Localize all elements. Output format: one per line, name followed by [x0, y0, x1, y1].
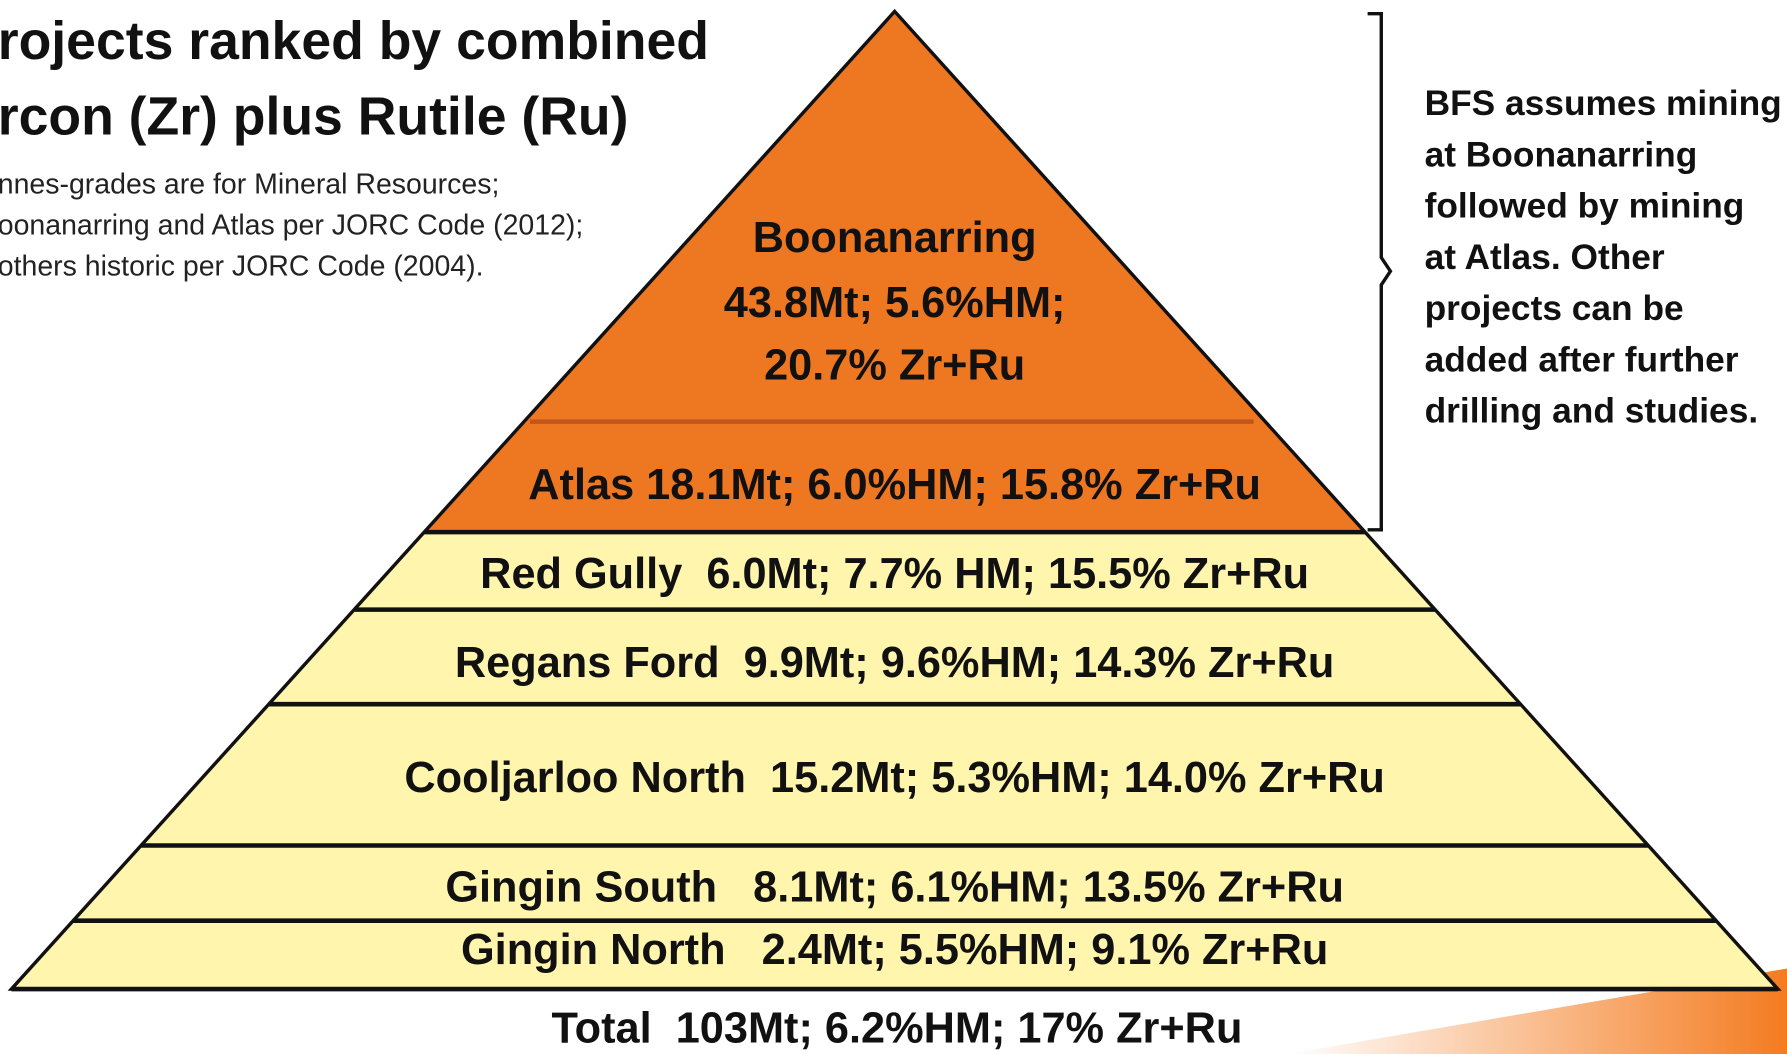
top-label: 20.7% Zr+Ru: [764, 341, 1025, 389]
layer-label: Gingin South 8.1Mt; 6.1%HM; 13.5% Zr+Ru: [445, 863, 1344, 911]
layer-label: Regans Ford 9.9Mt; 9.6%HM; 14.3% Zr+Ru: [455, 639, 1334, 687]
title-line: rcon (Zr) plus Rutile (Ru): [0, 87, 628, 146]
subtitle-line: oonanarring and Atlas per JORC Code (201…: [0, 210, 583, 242]
note-line: at Boonanarring: [1425, 135, 1698, 174]
layer-lines: [11, 529, 1778, 992]
layer-label: Red Gully 6.0Mt; 7.7% HM; 15.5% Zr+Ru: [480, 550, 1309, 598]
title-line: rojects ranked by combined: [0, 12, 709, 71]
note-line: drilling and studies.: [1425, 392, 1759, 431]
subtitle-line: nnes-grades are for Mineral Resources;: [0, 169, 499, 201]
top-label: 43.8Mt; 5.6%HM;: [724, 279, 1066, 327]
total-label: Total 103Mt; 6.2%HM; 17% Zr+Ru: [551, 1005, 1242, 1053]
top-label: Boonanarring: [753, 214, 1037, 262]
note-line: projects can be: [1425, 289, 1684, 328]
note-line: BFS assumes mining: [1425, 84, 1782, 123]
layer-label: Cooljarloo North 15.2Mt; 5.3%HM; 14.0% Z…: [404, 754, 1384, 802]
note-line: followed by mining: [1425, 187, 1745, 226]
layer-label: Gingin North 2.4Mt; 5.5%HM; 9.1% Zr+Ru: [461, 926, 1328, 974]
texts: rojects ranked by combined rcon (Zr) plus…: [0, 12, 1782, 1052]
note-line: added after further: [1425, 340, 1739, 379]
bracket: [1367, 11, 1393, 532]
yellow-base: [11, 532, 1778, 990]
orange-top: [423, 11, 1366, 533]
layer-label: Atlas 18.1Mt; 6.0%HM; 15.8% Zr+Ru: [528, 461, 1261, 509]
note-line: at Atlas. Other: [1425, 238, 1665, 277]
subtitle-line: others historic per JORC Code (2004).: [0, 251, 484, 283]
